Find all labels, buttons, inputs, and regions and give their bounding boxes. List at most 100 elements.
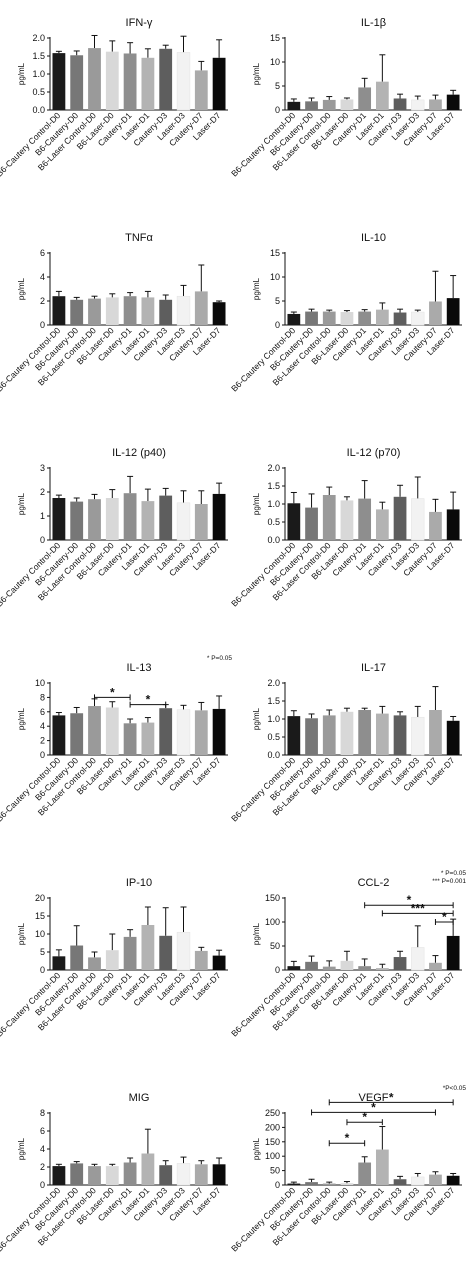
y-tick-label: 5 bbox=[275, 296, 280, 306]
bar bbox=[176, 295, 191, 326]
y-tick-label: 0 bbox=[275, 320, 280, 330]
y-tick-label: 5 bbox=[40, 947, 45, 957]
bar bbox=[429, 962, 442, 970]
bar bbox=[340, 711, 354, 755]
bar bbox=[411, 311, 425, 326]
y-tick-label: 0 bbox=[40, 535, 45, 545]
bar bbox=[123, 493, 137, 540]
y-tick-label: 10 bbox=[35, 929, 45, 939]
y-tick-label: 0.5 bbox=[32, 87, 45, 97]
y-tick-label: 0 bbox=[40, 965, 45, 975]
bar bbox=[358, 311, 372, 325]
y-tick-label: 1.0 bbox=[267, 714, 280, 724]
bar bbox=[340, 960, 354, 970]
bar bbox=[159, 495, 173, 540]
chart-title: CCL-2 bbox=[358, 877, 390, 889]
bar bbox=[70, 299, 84, 325]
y-tick-label: 150 bbox=[265, 1137, 280, 1147]
bar bbox=[105, 950, 119, 970]
y-tick-label: 3 bbox=[40, 463, 45, 473]
chart-panel: IFN-γpg/mL0.00.51.01.52.0B6-Cautery Cont… bbox=[0, 17, 228, 179]
bar bbox=[305, 1182, 318, 1185]
bar bbox=[123, 1162, 137, 1185]
y-tick-label: 6 bbox=[40, 248, 45, 258]
bar bbox=[212, 1164, 226, 1185]
chart-title: IL-1β bbox=[361, 17, 386, 29]
bar bbox=[322, 1183, 336, 1185]
y-tick-label: 10 bbox=[270, 57, 280, 67]
bar bbox=[194, 950, 208, 970]
y-axis-label: pg/mL bbox=[17, 922, 26, 945]
y-tick-label: 0 bbox=[275, 105, 280, 115]
y-tick-label: 20 bbox=[35, 893, 45, 903]
bar bbox=[446, 94, 460, 110]
bar bbox=[446, 298, 460, 325]
bar bbox=[305, 311, 318, 325]
significance-note: *P<0.05 bbox=[443, 1085, 467, 1092]
bar bbox=[70, 945, 84, 970]
bar bbox=[141, 1153, 155, 1185]
chart-title: TNFα bbox=[125, 232, 153, 244]
bar bbox=[105, 707, 119, 755]
chart-panel: IL-12 (p70)pg/mL0.00.51.01.52.0B6-Cauter… bbox=[229, 447, 462, 609]
bar bbox=[358, 966, 372, 970]
bar bbox=[141, 722, 155, 755]
bar bbox=[194, 70, 208, 110]
chart-title: IL-17 bbox=[361, 662, 386, 674]
y-tick-label: 2.0 bbox=[267, 678, 280, 688]
y-axis-label: pg/mL bbox=[252, 922, 261, 945]
bar bbox=[358, 498, 372, 540]
bar bbox=[305, 507, 318, 540]
significance-marker: * bbox=[345, 1131, 350, 1145]
bar bbox=[176, 709, 191, 756]
y-tick-label: 2 bbox=[40, 1162, 45, 1172]
bar bbox=[88, 1166, 101, 1185]
bar bbox=[287, 966, 301, 970]
y-axis-label: pg/mL bbox=[17, 492, 26, 515]
y-tick-label: 1.5 bbox=[267, 481, 280, 491]
bar bbox=[52, 956, 66, 970]
bar bbox=[88, 499, 101, 540]
chart-title: IL-13 bbox=[126, 662, 151, 674]
bar bbox=[322, 99, 336, 110]
y-axis-label: pg/mL bbox=[17, 277, 26, 300]
bar bbox=[70, 713, 84, 755]
bar bbox=[194, 504, 208, 540]
bar bbox=[176, 931, 191, 971]
y-tick-label: 1.0 bbox=[267, 499, 280, 509]
bar bbox=[194, 291, 208, 325]
y-tick-label: 200 bbox=[265, 1122, 280, 1132]
bar bbox=[123, 936, 137, 970]
bar bbox=[393, 1179, 407, 1185]
bar bbox=[322, 966, 336, 970]
y-tick-label: 1.5 bbox=[267, 696, 280, 706]
bar bbox=[52, 715, 66, 755]
y-tick-label: 15 bbox=[35, 911, 45, 921]
y-tick-label: 8 bbox=[40, 1108, 45, 1118]
y-tick-label: 0 bbox=[40, 320, 45, 330]
significance-marker: * bbox=[110, 685, 115, 699]
bar bbox=[358, 710, 372, 755]
bar bbox=[287, 1183, 301, 1185]
significance-marker: * bbox=[362, 1110, 367, 1124]
bar bbox=[70, 501, 84, 540]
y-tick-label: 0.0 bbox=[267, 535, 280, 545]
bar bbox=[212, 493, 226, 540]
y-tick-label: 50 bbox=[270, 1166, 280, 1176]
bar bbox=[287, 716, 301, 755]
y-tick-label: 0.5 bbox=[267, 517, 280, 527]
bar bbox=[105, 297, 119, 325]
chart-title: IL-12 (p40) bbox=[112, 447, 166, 459]
y-tick-label: 5 bbox=[275, 81, 280, 91]
bar bbox=[375, 1149, 389, 1185]
y-tick-label: 2 bbox=[40, 487, 45, 497]
y-tick-label: 0 bbox=[275, 965, 280, 975]
bar bbox=[411, 716, 425, 756]
